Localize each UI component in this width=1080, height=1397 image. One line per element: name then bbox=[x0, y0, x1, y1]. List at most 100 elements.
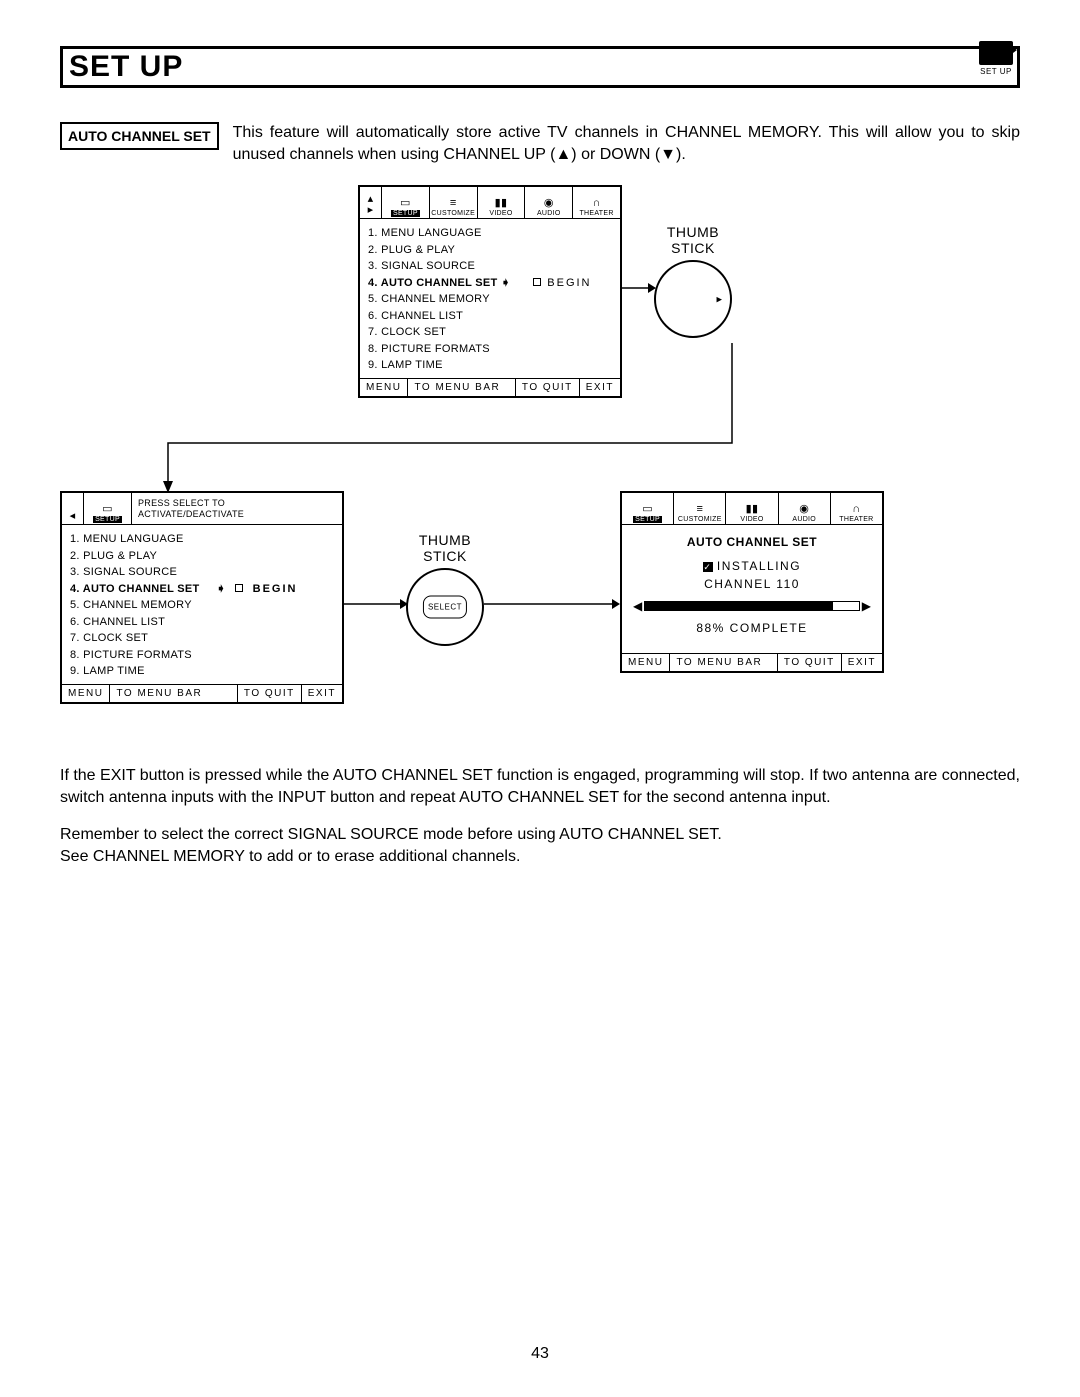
menu-item: 1. MENU LANGUAGE bbox=[368, 225, 612, 242]
screen-icon: ▭ bbox=[102, 504, 113, 515]
page-title: SET UP bbox=[69, 50, 183, 84]
tab-hint: PRESS SELECT TOACTIVATE/DEACTIVATE bbox=[132, 493, 342, 524]
footer-toquit: TO QUIT bbox=[238, 685, 302, 702]
triangle-left-icon: ◀ bbox=[633, 599, 642, 613]
menu-item: 2. PLUG & PLAY bbox=[70, 548, 334, 565]
flow-arrow bbox=[622, 281, 656, 295]
menu-list: 1. MENU LANGUAGE 2. PLUG & PLAY 3. SIGNA… bbox=[62, 525, 342, 684]
menu-item: 8. PICTURE FORMATS bbox=[368, 341, 612, 358]
osd-footer: MENU TO MENU BAR TO QUIT EXIT bbox=[360, 378, 620, 396]
headphones-icon: ∩ bbox=[592, 198, 600, 209]
tab-nav-arrows: ▴▸ bbox=[360, 187, 382, 218]
progress-installing: ✓INSTALLING bbox=[638, 559, 866, 573]
menu-item: 3. SIGNAL SOURCE bbox=[368, 258, 612, 275]
flow-diagram: ▴▸ ▭SETUP ≡CUSTOMIZE ▮▮VIDEO ◉AUDIO ∩THE… bbox=[60, 185, 1020, 745]
tab-customize: ≡CUSTOMIZE bbox=[674, 493, 726, 524]
footer-menu: MENU bbox=[62, 685, 110, 702]
bars-icon: ▮▮ bbox=[495, 198, 508, 209]
tab-audio: ◉AUDIO bbox=[779, 493, 831, 524]
screen-icon: ▭ bbox=[400, 198, 411, 209]
select-button-label: SELECT bbox=[423, 595, 467, 618]
footer-tomenu: TO MENU BAR bbox=[670, 654, 777, 671]
menu-item-selected: 4. AUTO CHANNEL SET ➧ BEGIN bbox=[368, 275, 612, 292]
tab-video: ▮▮VIDEO bbox=[478, 187, 526, 218]
osd-footer: MENU TO MENU BAR TO QUIT EXIT bbox=[622, 653, 882, 671]
progress-channel: CHANNEL 110 bbox=[638, 577, 866, 591]
menu-item: 5. CHANNEL MEMORY bbox=[368, 291, 612, 308]
menu-item: 8. PICTURE FORMATS bbox=[70, 647, 334, 664]
progress-header: AUTO CHANNEL SET bbox=[638, 535, 866, 549]
tv-icon bbox=[979, 41, 1013, 65]
flow-arrow bbox=[484, 597, 620, 611]
thumbstick-mid: THUMBSTICK SELECT bbox=[406, 533, 484, 646]
menu-list: 1. MENU LANGUAGE 2. PLUG & PLAY 3. SIGNA… bbox=[360, 219, 620, 378]
osd-screen-left: ◂ ▭SETUP PRESS SELECT TOACTIVATE/DEACTIV… bbox=[60, 491, 344, 704]
tab-nav-arrows: ◂ bbox=[62, 493, 84, 524]
thumbstick-top: THUMBSTICK ▸ bbox=[654, 225, 732, 338]
osd-screen-top: ▴▸ ▭SETUP ≡CUSTOMIZE ▮▮VIDEO ◉AUDIO ∩THE… bbox=[358, 185, 622, 398]
progress-percent: 88% COMPLETE bbox=[638, 621, 866, 635]
menu-tabs: ▴▸ ▭SETUP ≡CUSTOMIZE ▮▮VIDEO ◉AUDIO ∩THE… bbox=[360, 187, 620, 219]
speaker-icon: ◉ bbox=[799, 504, 809, 515]
bars-icon: ▮▮ bbox=[746, 504, 759, 515]
footer-toquit: TO QUIT bbox=[516, 379, 580, 396]
footer-tomenu: TO MENU BAR bbox=[110, 685, 237, 702]
menu-tabs: ▭SETUP ≡CUSTOMIZE ▮▮VIDEO ◉AUDIO ∩THEATE… bbox=[622, 493, 882, 525]
tab-video: ▮▮VIDEO bbox=[726, 493, 778, 524]
sliders-icon: ≡ bbox=[450, 198, 457, 209]
footer-menu: MENU bbox=[360, 379, 408, 396]
menu-item: 6. CHANNEL LIST bbox=[70, 614, 334, 631]
footer-tomenu: TO MENU BAR bbox=[408, 379, 515, 396]
press-select-hint: PRESS SELECT TOACTIVATE/DEACTIVATE bbox=[138, 498, 244, 520]
progress-panel: AUTO CHANNEL SET ✓INSTALLING CHANNEL 110… bbox=[622, 525, 882, 653]
tab-theater: ∩THEATER bbox=[831, 493, 882, 524]
footer-exit: EXIT bbox=[580, 379, 620, 396]
flow-arrow bbox=[344, 597, 408, 611]
triangle-right-icon: ▶ bbox=[862, 599, 871, 613]
thumbstick-circle: ▸ bbox=[654, 260, 732, 338]
menu-item: 7. CLOCK SET bbox=[70, 630, 334, 647]
check-icon: ✓ bbox=[703, 562, 713, 572]
footer-exit: EXIT bbox=[302, 685, 342, 702]
menu-item: 3. SIGNAL SOURCE bbox=[70, 564, 334, 581]
osd-footer: MENU TO MENU BAR TO QUIT EXIT bbox=[62, 684, 342, 702]
menu-item: 9. LAMP TIME bbox=[368, 357, 612, 374]
tab-setup: ▭SETUP bbox=[382, 187, 430, 218]
menu-item: 6. CHANNEL LIST bbox=[368, 308, 612, 325]
speaker-icon: ◉ bbox=[544, 198, 554, 209]
menu-item: 9. LAMP TIME bbox=[70, 663, 334, 680]
body-para-1: If the EXIT button is pressed while the … bbox=[60, 765, 1020, 808]
intro-text: This feature will automatically store ac… bbox=[233, 122, 1020, 165]
progress-bar: ◀ ▶ bbox=[644, 601, 860, 611]
headphones-icon: ∩ bbox=[852, 504, 860, 515]
menu-tabs: ◂ ▭SETUP PRESS SELECT TOACTIVATE/DEACTIV… bbox=[62, 493, 342, 525]
thumbstick-label: THUMBSTICK bbox=[654, 225, 732, 256]
page-number: 43 bbox=[0, 1345, 1080, 1363]
footer-exit: EXIT bbox=[842, 654, 882, 671]
body-text: If the EXIT button is pressed while the … bbox=[60, 765, 1020, 867]
footer-toquit: TO QUIT bbox=[778, 654, 842, 671]
tab-setup: ▭SETUP bbox=[84, 493, 132, 524]
title-bar: SET UP SET UP bbox=[60, 46, 1020, 88]
menu-item: 1. MENU LANGUAGE bbox=[70, 531, 334, 548]
intro-row: AUTO CHANNEL SET This feature will autom… bbox=[60, 122, 1020, 165]
body-para-2: Remember to select the correct SIGNAL SO… bbox=[60, 824, 1020, 867]
tab-audio: ◉AUDIO bbox=[525, 187, 573, 218]
menu-item: 2. PLUG & PLAY bbox=[368, 242, 612, 259]
setup-corner-label: SET UP bbox=[973, 67, 1019, 76]
menu-item-selected: 4. AUTO CHANNEL SET ➧ BEGIN bbox=[70, 581, 334, 598]
menu-item: 7. CLOCK SET bbox=[368, 324, 612, 341]
progress-fill bbox=[645, 602, 833, 610]
footer-menu: MENU bbox=[622, 654, 670, 671]
sliders-icon: ≡ bbox=[696, 504, 703, 515]
tab-customize: ≡CUSTOMIZE bbox=[430, 187, 478, 218]
setup-corner-icon: SET UP bbox=[973, 41, 1019, 76]
tab-theater: ∩THEATER bbox=[573, 187, 620, 218]
osd-screen-progress: ▭SETUP ≡CUSTOMIZE ▮▮VIDEO ◉AUDIO ∩THEATE… bbox=[620, 491, 884, 673]
chevron-right-icon: ▸ bbox=[716, 292, 722, 305]
thumbstick-circle: SELECT bbox=[406, 568, 484, 646]
tab-setup: ▭SETUP bbox=[622, 493, 674, 524]
section-box-label: AUTO CHANNEL SET bbox=[60, 122, 219, 150]
menu-item: 5. CHANNEL MEMORY bbox=[70, 597, 334, 614]
thumbstick-label: THUMBSTICK bbox=[406, 533, 484, 564]
